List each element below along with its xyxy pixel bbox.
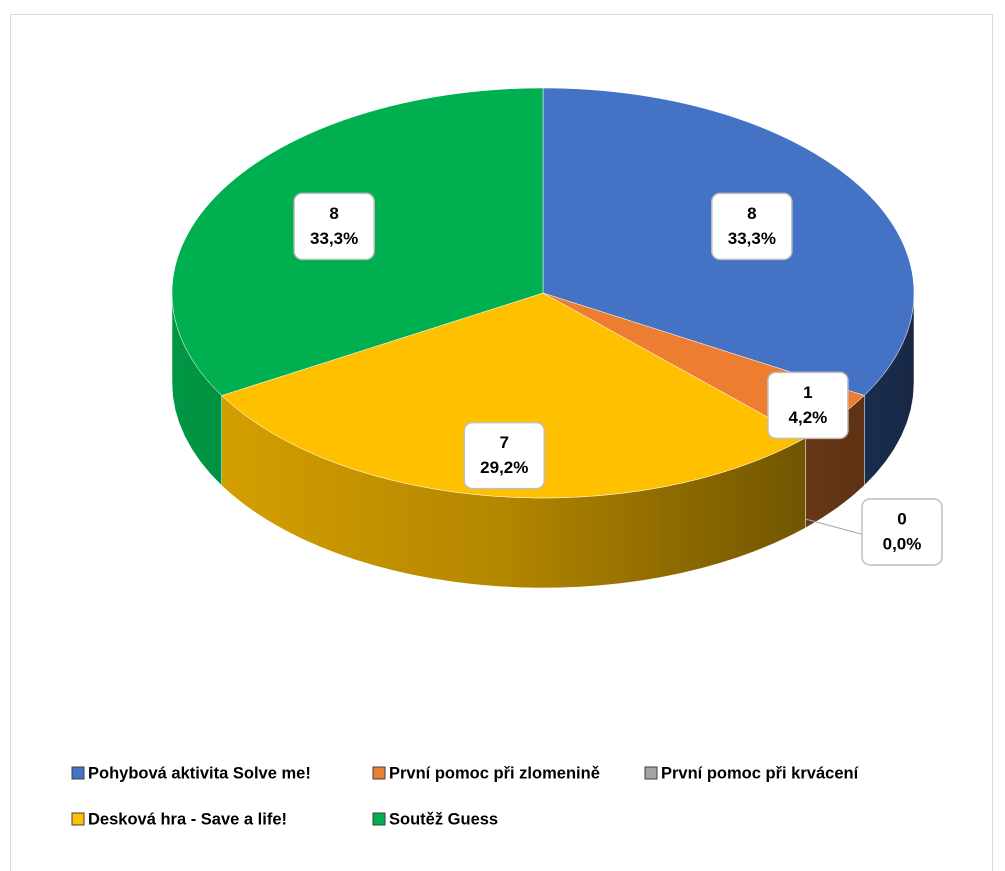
- data-label-value: 1: [803, 383, 812, 402]
- data-label-value: 0: [897, 509, 906, 528]
- legend-label: Desková hra - Save a life!: [88, 810, 287, 828]
- legend-label: Soutěž Guess: [389, 810, 498, 828]
- data-label-box: [861, 498, 943, 566]
- legend-swatch: [372, 766, 386, 780]
- legend-label: První pomoc při krvácení: [661, 764, 860, 782]
- data-label-percent: 4,2%: [789, 408, 828, 427]
- data-label-box: [767, 371, 849, 440]
- legend-swatch: [372, 812, 386, 826]
- data-label-percent: 0,0%: [883, 534, 922, 553]
- data-label-value: 7: [500, 433, 509, 452]
- legend-swatch: [644, 766, 658, 780]
- data-label-percent: 33,3%: [728, 229, 776, 248]
- data-label-percent: 33,3%: [310, 229, 358, 248]
- data-label-percent: 29,2%: [480, 458, 528, 477]
- data-label-box: [463, 421, 546, 490]
- data-label-value: 8: [329, 204, 338, 223]
- data-label-value: 8: [747, 204, 756, 223]
- legend-swatch: [71, 766, 85, 780]
- legend-label: První pomoc při zlomenině: [389, 764, 600, 782]
- data-label-box: [293, 192, 375, 261]
- legend-swatch: [71, 812, 85, 826]
- data-label-box: [711, 192, 793, 261]
- pie-slice: [221, 292, 806, 499]
- legend-label: Pohybová aktivita Solve me!: [88, 764, 311, 782]
- chart-border: [10, 14, 993, 871]
